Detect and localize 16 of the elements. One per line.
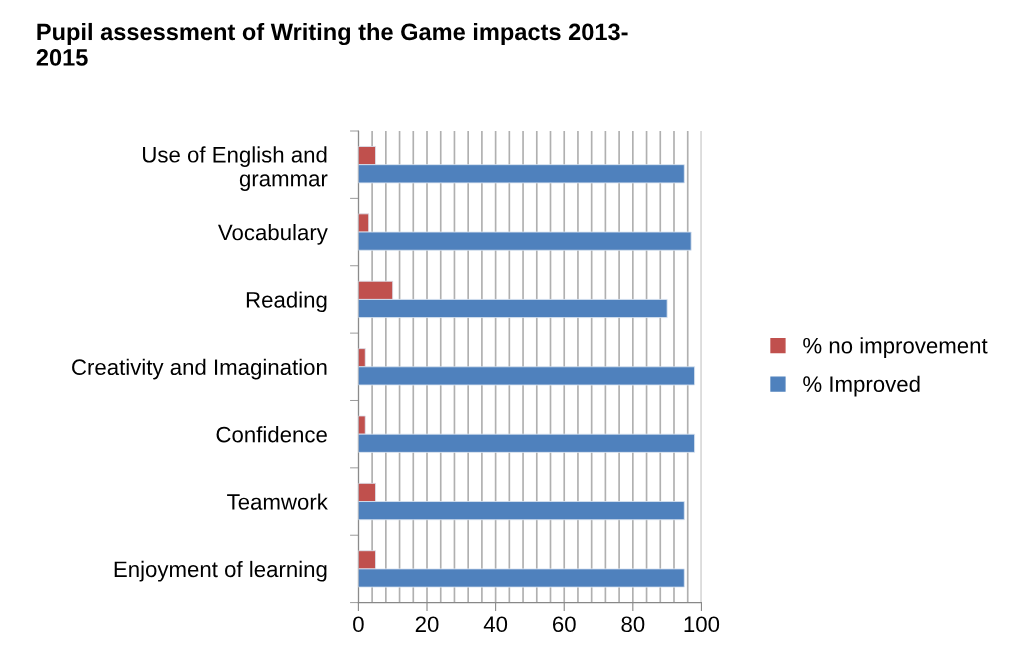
y-tick-label: Creativity and Imagination — [72, 358, 327, 380]
y-tick-label: Enjoyment of learning — [114, 560, 327, 582]
x-tick-label: 0 — [353, 616, 364, 633]
legend-label: % no improvement — [803, 337, 988, 358]
chart-title: Pupil assessment of Writing the Game impacts 2013- 2015 — [36, 22, 628, 66]
y-tick-label: Vocabulary — [217, 224, 328, 245]
x-tick-label: 60 — [552, 616, 576, 633]
y-tick-label: Reading — [246, 291, 327, 313]
x-tick-label: 20 — [415, 616, 439, 633]
x-tick-label: 40 — [483, 616, 508, 633]
x-tick-label: 100 — [684, 616, 720, 633]
x-tick-label: 80 — [621, 616, 645, 633]
y-tick-label: Teamwork — [227, 493, 328, 510]
y-tick-label: Use of English and grammar — [143, 146, 328, 191]
y-tick-label: Confidence — [216, 426, 327, 443]
legend-label: % Improved — [803, 375, 920, 397]
